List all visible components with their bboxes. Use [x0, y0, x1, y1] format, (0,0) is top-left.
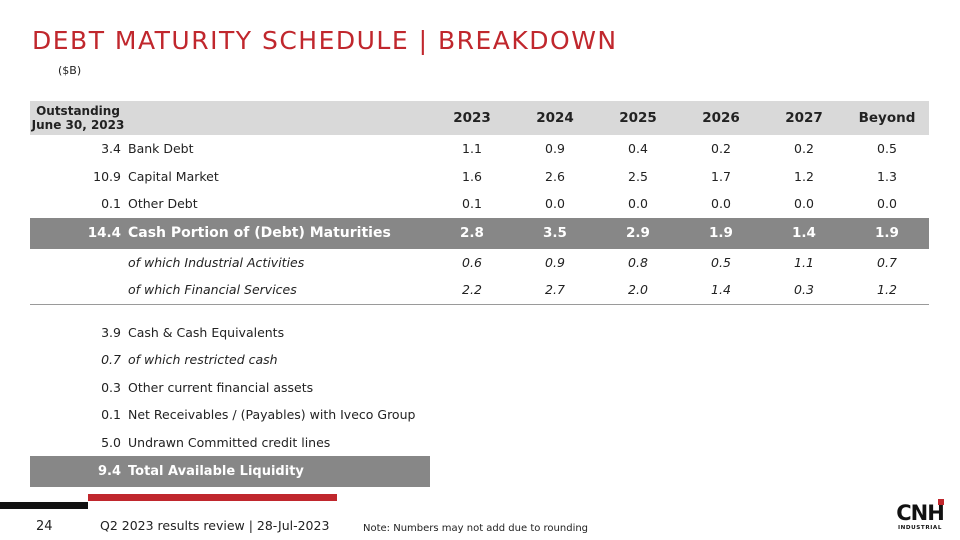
cell-value: 0.0 — [794, 196, 814, 211]
row-label: of which Financial Services — [128, 282, 297, 297]
liquidity-row: 5.0 Undrawn Committed credit lines — [30, 429, 430, 456]
outstanding-value: 0.1 — [101, 196, 121, 211]
cell-value: 1.6 — [462, 168, 482, 184]
cell-value: 1.2 — [877, 282, 897, 297]
total-value: 2.8 — [460, 224, 484, 241]
liquidity-label: Cash & Cash Equivalents — [128, 325, 285, 340]
table-header-row: Outstanding June 30, 2023 2023 2024 2025… — [30, 101, 929, 135]
header-year: 2027 — [785, 110, 823, 126]
liquidity-value: 0.1 — [101, 407, 121, 423]
total-label: Cash Portion of (Debt) Maturities — [128, 224, 391, 241]
cell-value: 2.2 — [462, 282, 482, 297]
cell-value: 2.7 — [545, 282, 565, 297]
liquidity-row: 3.9 Cash & Cash Equivalents — [30, 319, 430, 346]
footer-accent-bar-red — [88, 494, 337, 501]
total-outstanding: 14.4 — [87, 224, 121, 241]
cell-value: 2.0 — [628, 282, 648, 297]
liquidity-row: 0.3 Other current financial assets — [30, 374, 430, 401]
liquidity-value: 3.9 — [101, 325, 121, 340]
cell-value: 2.6 — [545, 168, 565, 184]
cell-value: 0.0 — [628, 196, 648, 211]
header-year: 2023 — [453, 110, 491, 126]
total-value: 2.9 — [626, 224, 650, 241]
table-total-row: 14.4 Cash Portion of (Debt) Maturities 2… — [30, 217, 929, 249]
cell-value: 0.7 — [877, 254, 897, 270]
cell-value: 0.4 — [628, 141, 648, 156]
liquidity-value: 0.7 — [101, 352, 121, 368]
svg-text:CNH: CNH — [896, 501, 944, 524]
row-label: Capital Market — [128, 168, 219, 184]
outstanding-value: 3.4 — [101, 141, 121, 156]
row-label: Bank Debt — [128, 141, 194, 156]
cell-value: 0.0 — [545, 196, 565, 211]
table-row-capital-market: 10.9 Capital Market 1.6 2.6 2.5 1.7 1.2 … — [30, 163, 929, 191]
unit-label: ($B) — [58, 64, 82, 77]
cell-value: 0.6 — [462, 254, 482, 270]
debt-maturity-table: Outstanding June 30, 2023 2023 2024 2025… — [30, 101, 929, 305]
cell-value: 0.9 — [545, 141, 565, 156]
table-row-industrial: of which Industrial Activities 0.6 0.9 0… — [30, 249, 929, 277]
total-value: 3.5 — [543, 224, 567, 241]
cell-value: 1.7 — [711, 168, 731, 184]
cnh-industrial-logo: CNH INDUSTRIAL — [893, 498, 947, 534]
liquidity-label: of which restricted cash — [128, 352, 278, 368]
total-value: 1.9 — [875, 224, 899, 241]
liquidity-label: Other current financial assets — [128, 379, 314, 395]
page-number: 24 — [36, 519, 53, 534]
cell-value: 0.0 — [711, 196, 731, 211]
liquidity-total-row: 9.4 Total Available Liquidity — [30, 455, 430, 487]
header-outstanding: Outstanding June 30, 2023 — [31, 104, 125, 132]
liquidity-table: 3.9 Cash & Cash Equivalents 0.7 of which… — [30, 319, 430, 487]
cnh-logo-mark: CNH — [896, 499, 945, 524]
total-value: 1.9 — [709, 224, 733, 241]
footer-text: Q2 2023 results review | 28-Jul-2023 — [100, 518, 330, 533]
cell-value: 0.8 — [628, 254, 648, 270]
liquidity-row: 0.7 of which restricted cash — [30, 346, 430, 373]
logo-subtext: INDUSTRIAL — [897, 525, 943, 531]
cell-value: 0.5 — [877, 141, 897, 156]
liquidity-label: Net Receivables / (Payables) with Iveco … — [128, 407, 416, 423]
row-label: Other Debt — [128, 196, 198, 211]
cell-value: 0.0 — [877, 196, 897, 211]
footnote: Note: Numbers may not add due to roundin… — [363, 523, 589, 534]
liquidity-row: 0.1 Net Receivables / (Payables) with Iv… — [30, 401, 430, 428]
liquidity-label: Undrawn Committed credit lines — [128, 434, 331, 450]
table-row-bank-debt: 3.4 Bank Debt 1.1 0.9 0.4 0.2 0.2 0.5 — [30, 135, 929, 163]
header-year: Beyond — [858, 110, 916, 126]
footer-accent-bar — [0, 502, 88, 509]
cell-value: 1.1 — [794, 254, 814, 270]
cell-value: 0.5 — [711, 254, 731, 270]
outstanding-value: 10.9 — [93, 168, 121, 184]
cell-value: 0.9 — [545, 254, 565, 270]
cell-value: 2.5 — [628, 168, 648, 184]
liquidity-value: 0.3 — [101, 379, 121, 395]
row-label: of which Industrial Activities — [128, 254, 305, 270]
page-title: DEBT MATURITY SCHEDULE | BREAKDOWN — [32, 26, 618, 55]
cell-value: 1.3 — [877, 168, 897, 184]
cell-value: 0.3 — [794, 282, 814, 297]
cell-value: 1.2 — [794, 168, 814, 184]
table-row-financial: of which Financial Services 2.2 2.7 2.0 … — [30, 276, 929, 305]
header-year: 2025 — [619, 110, 657, 126]
liquidity-total-value: 9.4 — [97, 463, 121, 479]
cell-value: 1.1 — [462, 141, 482, 156]
total-value: 1.4 — [792, 224, 816, 241]
liquidity-total-label: Total Available Liquidity — [128, 463, 304, 479]
header-year: 2024 — [536, 110, 574, 126]
cell-value: 0.2 — [711, 141, 731, 156]
cell-value: 0.1 — [462, 196, 482, 211]
liquidity-value: 5.0 — [101, 434, 121, 450]
cell-value: 1.4 — [711, 282, 731, 297]
table-row-other-debt: 0.1 Other Debt 0.1 0.0 0.0 0.0 0.0 0.0 — [30, 190, 929, 218]
cell-value: 0.2 — [794, 141, 814, 156]
header-year: 2026 — [702, 110, 740, 126]
